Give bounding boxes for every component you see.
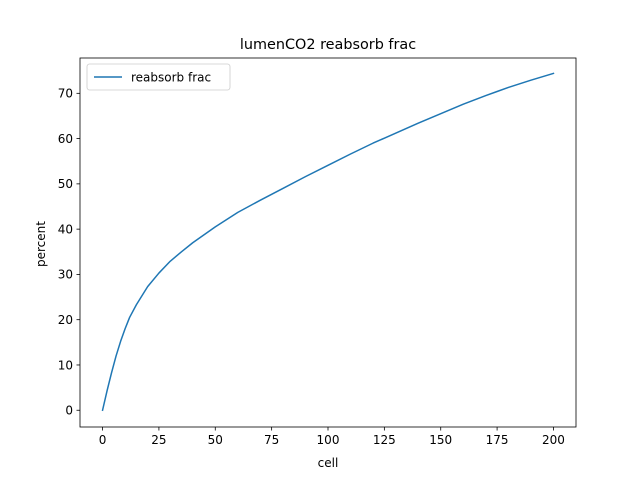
chart-title: lumenCO2 reabsorb frac (240, 37, 416, 53)
y-tick-label: 10 (58, 358, 73, 372)
plot-area: 0 25 50 75 100 125 150 175 200 0 10 20 30 40 50 60 70 rea… (58, 57, 577, 447)
y-tick-label: 40 (58, 222, 73, 236)
y-tick-label: 30 (58, 268, 73, 282)
y-tick-label: 50 (58, 177, 73, 191)
x-tick-label: 25 (151, 433, 166, 447)
y-tick-label: 0 (65, 404, 73, 418)
series-line-0 (101, 72, 555, 412)
x-tick-label: 50 (208, 433, 223, 447)
y-axis-label: percent (34, 221, 48, 267)
x-tick-label: 100 (317, 433, 340, 447)
x-tick-label: 175 (486, 433, 509, 447)
x-tick-label: 200 (542, 433, 565, 447)
legend-box (86, 63, 231, 91)
x-tick-label: 125 (373, 433, 396, 447)
y-tick-label: 70 (58, 87, 73, 101)
x-tick-label: 150 (429, 433, 452, 447)
legend-label: reabsorb frac (131, 70, 211, 84)
y-tick-label: 60 (58, 132, 73, 146)
x-tick-label: 75 (264, 433, 279, 447)
x-axis-label: cell (318, 456, 339, 470)
x-tick-label: 0 (99, 433, 107, 447)
y-tick-label: 20 (58, 313, 73, 327)
